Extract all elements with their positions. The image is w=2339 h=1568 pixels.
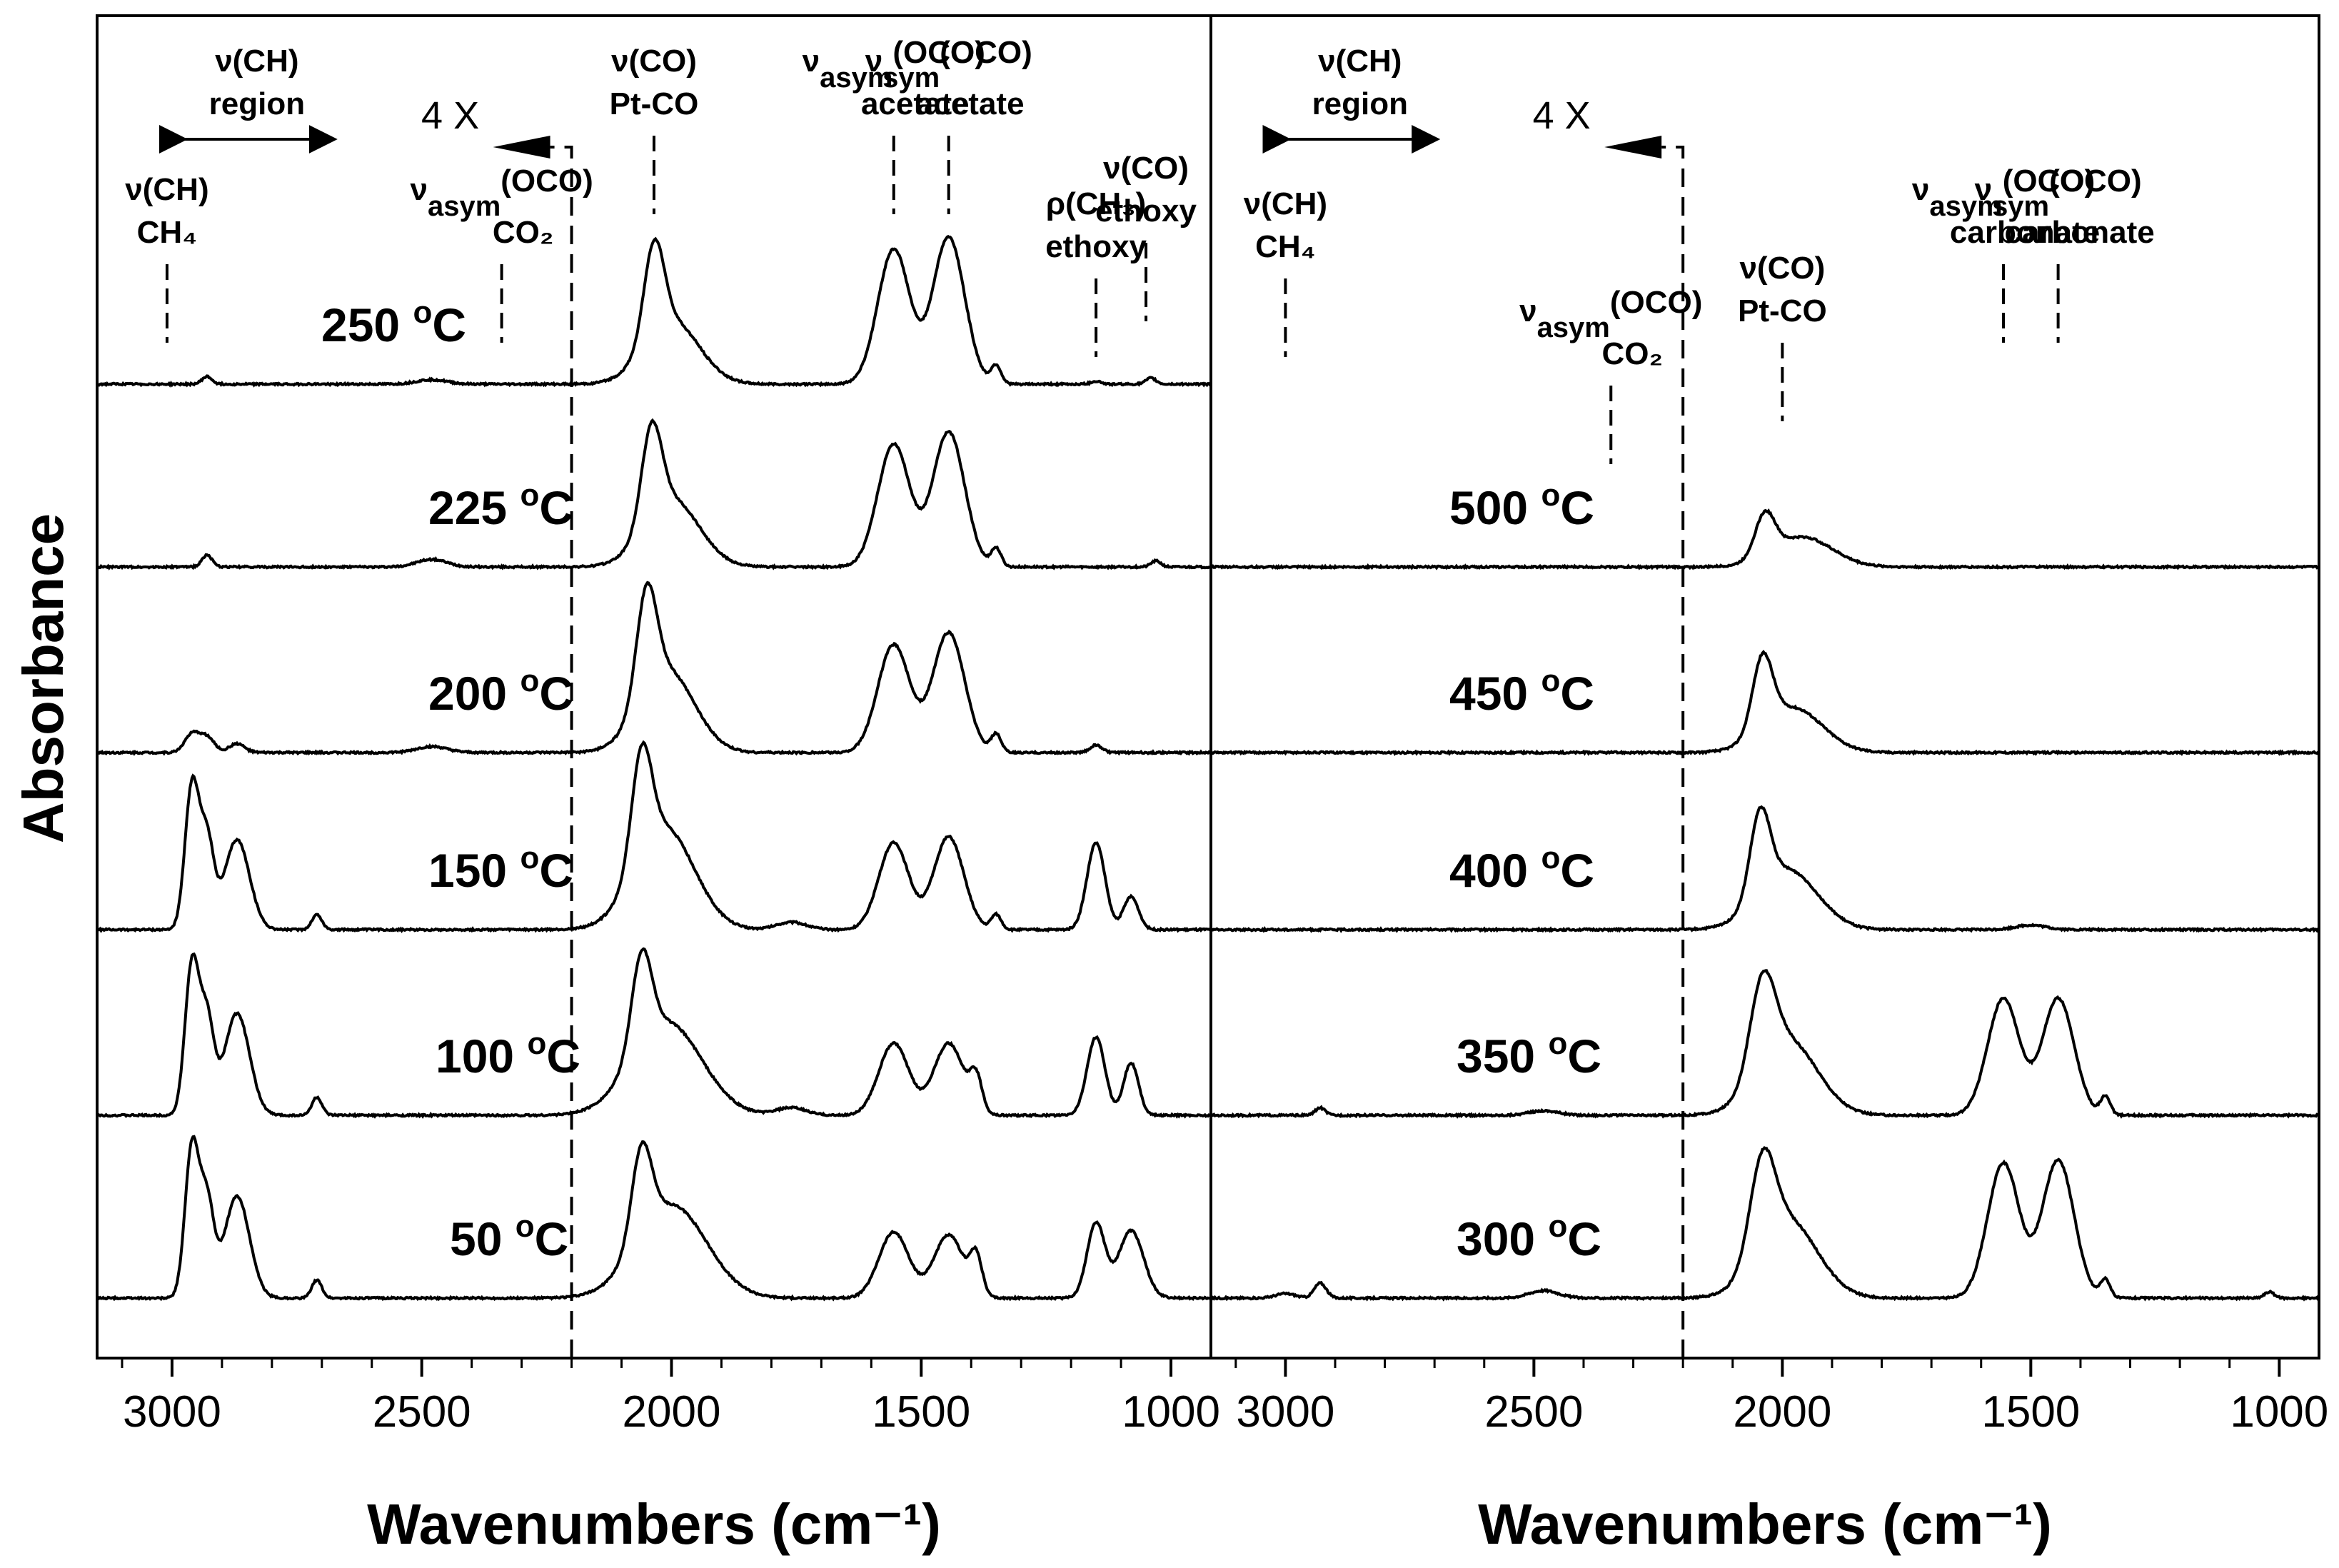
magnification-label: 4 X	[1533, 94, 1591, 137]
temp-label-350: 350 oC	[1457, 1026, 1601, 1082]
tick-label-1000: 1000	[1122, 1387, 1220, 1437]
annotation-0: ν(CH) region	[159, 44, 338, 154]
svg-text:acetate: acetate	[861, 86, 970, 121]
annotation-1: ν(CH) CH₄	[1244, 186, 1327, 357]
svg-text:νasym(OCO): νasym(OCO)	[1519, 285, 1702, 343]
svg-text:νsym(OCO): νsym(OCO)	[865, 35, 1032, 94]
temp-label-225: 225 oC	[428, 478, 573, 534]
svg-text:νasym(OCO): νasym(OCO)	[410, 164, 593, 222]
left-plot-frame	[96, 14, 1212, 1360]
spectrum-150C	[96, 740, 1212, 933]
svg-text:ethoxy: ethoxy	[1045, 229, 1147, 264]
annotation-7: ν(CO) ethoxy	[1095, 151, 1197, 321]
magnification-label: 4 X	[421, 94, 479, 137]
tick-label-1000: 1000	[2230, 1387, 2328, 1437]
spectrum-500C	[1210, 508, 2320, 571]
tick-label-3000: 3000	[123, 1387, 221, 1437]
svg-text:ν(CH): ν(CH)	[1318, 44, 1402, 79]
spectrum-450C	[1210, 650, 2320, 756]
svg-text:region: region	[209, 86, 305, 121]
right-plot-frame	[1209, 14, 2320, 1360]
right-spectra: 500 oC 450 oC 400 oC 350 oC 300 oC	[1209, 478, 2320, 1302]
left-annotations: 4 X ν(CH) region ν(CH) CH₄ νasym(OCO)CO₂ ν(CO)…	[125, 35, 1197, 1358]
svg-text:carbonate: carbonate	[2004, 215, 2154, 250]
tick-label-1500: 1500	[1981, 1387, 2080, 1437]
tick-label-1500: 1500	[872, 1387, 970, 1437]
temp-label-450: 450 oC	[1449, 663, 1594, 720]
temp-label-500: 500 oC	[1449, 478, 1594, 534]
right-x-ticks: 3000 2500 2000 1500 1000	[1234, 1358, 2328, 1437]
spectrum-100C	[96, 947, 1212, 1119]
temp-label-150: 150 oC	[428, 840, 573, 897]
svg-text:ethoxy: ethoxy	[1095, 194, 1197, 228]
spectrum-250C	[96, 234, 1212, 388]
svg-text:ν(CH): ν(CH)	[125, 172, 208, 207]
spectrum-350C	[1209, 969, 2320, 1119]
svg-text:νsym(OCO): νsym(OCO)	[1975, 164, 2142, 222]
left-x-ticks: 3000 2500 2000 1500 1000	[121, 1358, 1220, 1437]
svg-text:Pt-CO: Pt-CO	[610, 86, 699, 121]
spectrum-200C	[96, 581, 1212, 756]
annotation-6: ρ(CH₃) ethoxy	[1045, 186, 1147, 357]
svg-text:ν(CO): ν(CO)	[611, 44, 697, 79]
tick-label-2000: 2000	[1733, 1387, 1831, 1437]
svg-text:ρ(CH₃): ρ(CH₃)	[1046, 186, 1146, 221]
svg-text:ν(CH): ν(CH)	[215, 44, 298, 79]
svg-text:carbonate: carbonate	[1950, 215, 2100, 250]
annotation-0: ν(CH) region	[1262, 44, 1441, 154]
right-annotations: 4 X ν(CH) region ν(CH) CH₄ νasym(OCO)CO₂ ν(CO)…	[1244, 44, 2155, 1358]
annotation-1: ν(CH) CH₄	[125, 172, 209, 343]
temp-label-250: 250 oC	[321, 295, 466, 351]
tick-label-2500: 2500	[1484, 1387, 1583, 1437]
magnification-boundary	[550, 146, 573, 1358]
y-axis-label: Absorbance	[11, 513, 75, 843]
svg-text:CH₄: CH₄	[1255, 229, 1316, 264]
annotation-2: νasym(OCO)CO₂	[1519, 285, 1702, 464]
svg-text:CO₂: CO₂	[493, 215, 554, 250]
left-x-axis-label: Wavenumbers (cm⁻¹)	[367, 1492, 941, 1556]
svg-text:region: region	[1312, 86, 1408, 121]
temp-label-400: 400 oC	[1449, 840, 1594, 897]
temp-label-200: 200 oC	[428, 663, 573, 720]
left-panel: 250 oC 225 oC 200 oC 150 oC 100 oC 50 oC 4 X ν…	[96, 14, 1220, 1556]
svg-text:acetate: acetate	[916, 86, 1025, 121]
tick-label-3000: 3000	[1236, 1387, 1334, 1437]
svg-text:Pt-CO: Pt-CO	[1738, 293, 1827, 328]
tick-label-2500: 2500	[373, 1387, 471, 1437]
left-spectra: 250 oC 225 oC 200 oC 150 oC 100 oC 50 oC	[96, 234, 1212, 1302]
spectrum-225C	[96, 418, 1212, 571]
annotation-3: ν(CO) Pt-CO	[1738, 251, 1827, 421]
annotation-5: νsym(OCO)acetate	[865, 35, 1032, 214]
svg-text:ν(CO): ν(CO)	[1103, 151, 1189, 186]
magnification-arrow	[1604, 136, 1662, 159]
annotation-5: νsym(OCO)carbonate	[1975, 164, 2155, 343]
svg-text:CH₄: CH₄	[137, 215, 198, 250]
temp-label-50: 50 oC	[450, 1209, 568, 1265]
temp-label-300: 300 oC	[1457, 1209, 1601, 1265]
temp-label-100: 100 oC	[436, 1026, 580, 1082]
svg-text:ν(CH): ν(CH)	[1244, 186, 1327, 221]
spectrum-50C	[96, 1135, 1212, 1302]
tick-label-2000: 2000	[623, 1387, 721, 1437]
spectrum-400C	[1209, 805, 2320, 933]
right-panel: 500 oC 450 oC 400 oC 350 oC 300 oC 4 X ν(CH) r…	[1209, 14, 2328, 1556]
svg-text:CO₂: CO₂	[1601, 336, 1663, 371]
magnification-arrow	[493, 136, 550, 159]
magnification-boundary	[1661, 146, 1685, 1358]
spectrum-300C	[1210, 1146, 2320, 1302]
svg-text:ν(CO): ν(CO)	[1739, 251, 1825, 286]
right-x-axis-label: Wavenumbers (cm⁻¹)	[1478, 1492, 2052, 1556]
annotation-3: ν(CO) Pt-CO	[610, 44, 699, 214]
